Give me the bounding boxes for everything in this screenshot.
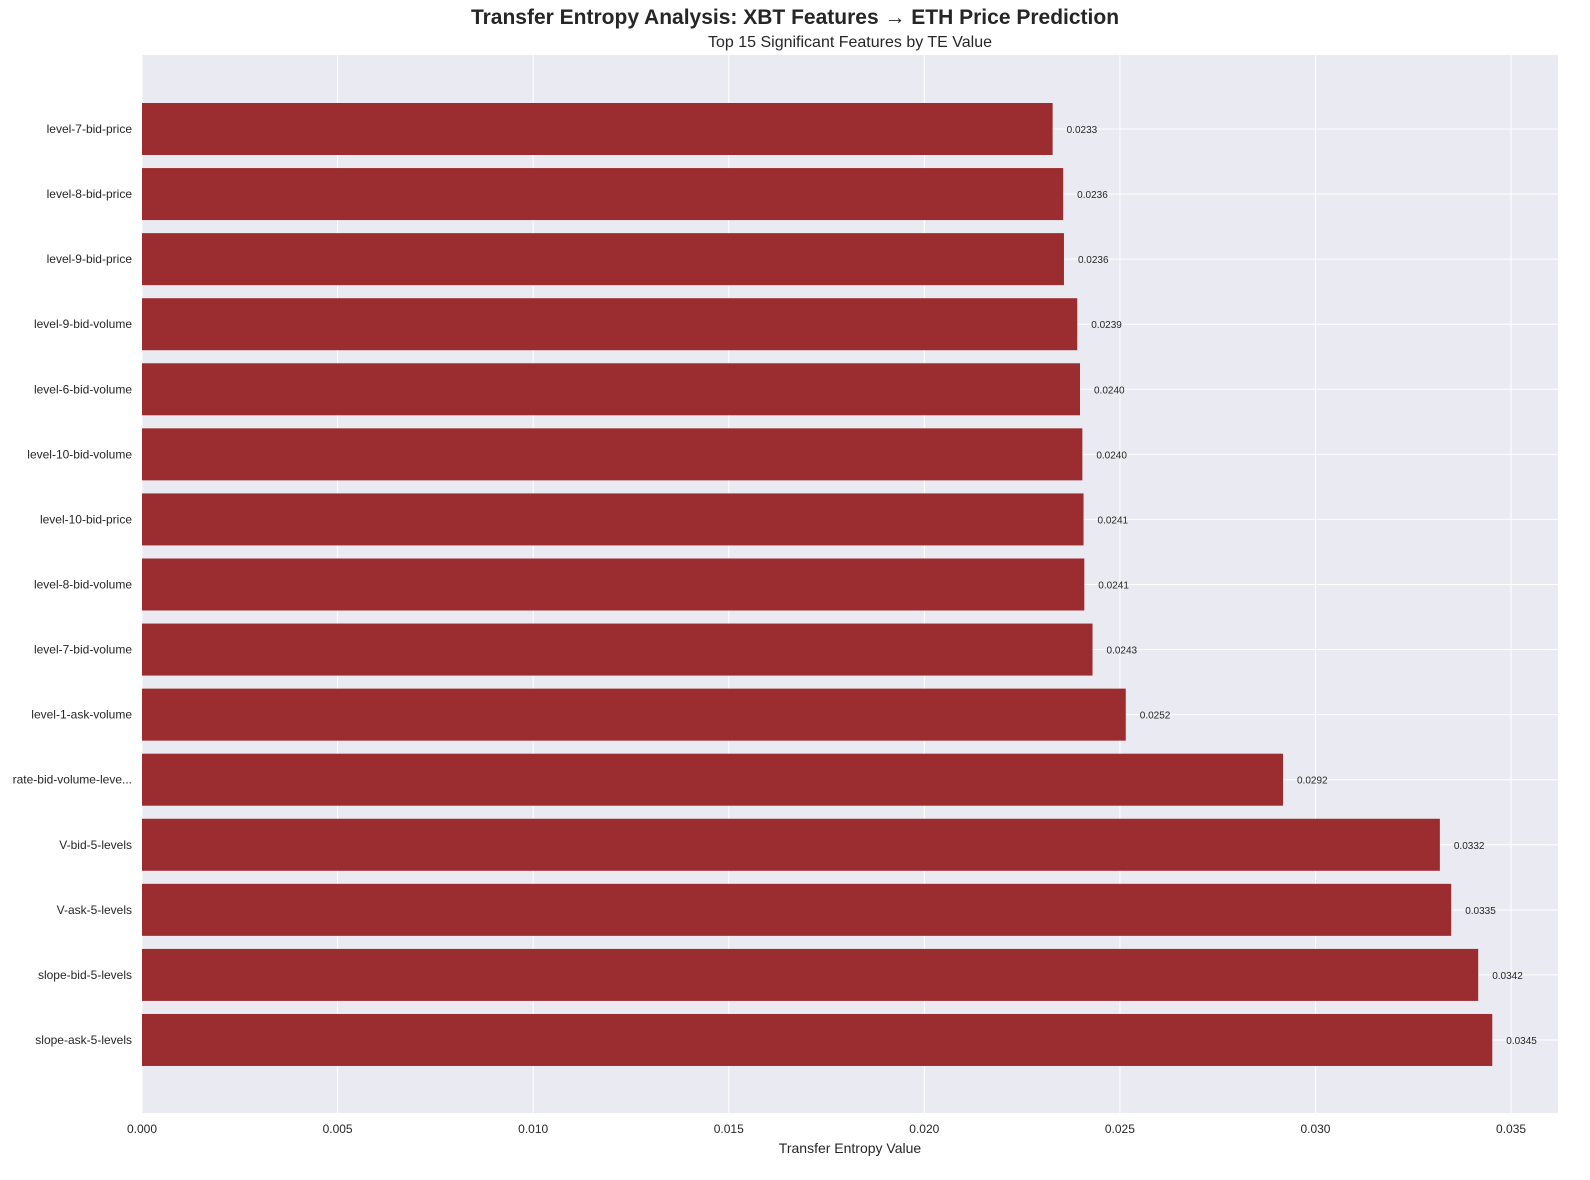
- bar-14: [142, 1013, 1493, 1066]
- x-tick-label-0: 0.000: [127, 1122, 157, 1136]
- value-label-3: 0.0239: [1091, 320, 1122, 331]
- y-tick-label-13: slope-bid-5-levels: [38, 968, 132, 982]
- bar-3: [142, 298, 1078, 351]
- y-tick-label-6: level-10-bid-price: [40, 512, 132, 526]
- value-label-9: 0.0252: [1140, 711, 1171, 722]
- value-label-12: 0.0335: [1465, 906, 1496, 917]
- y-tick-label-0: level-7-bid-price: [47, 122, 133, 136]
- y-tick-label-9: level-1-ask-volume: [31, 708, 132, 722]
- value-labels: 0.0233 0.0236 0.0236 0.0239 0.0240 0.0240 0.02…: [1067, 125, 1538, 1047]
- y-tick-label-14: slope-ask-5-levels: [35, 1033, 132, 1047]
- bar-1: [142, 168, 1064, 221]
- y-tick-label-3: level-9-bid-volume: [34, 317, 132, 331]
- x-tick-label-7: 0.035: [1496, 1122, 1526, 1136]
- y-tick-label-7: level-8-bid-volume: [34, 577, 132, 591]
- y-tick-label-4: level-6-bid-volume: [34, 382, 132, 396]
- x-tick-label-3: 0.015: [714, 1122, 744, 1136]
- value-label-13: 0.0342: [1492, 971, 1523, 982]
- bar-7: [142, 558, 1085, 611]
- x-tick-label-6: 0.030: [1300, 1122, 1330, 1136]
- y-tick-labels: level-7-bid-price level-8-bid-price level-…: [13, 122, 133, 1047]
- y-tick-label-8: level-7-bid-volume: [34, 643, 132, 657]
- bar-5: [142, 428, 1083, 481]
- value-label-7: 0.0241: [1098, 580, 1129, 591]
- bar-6: [142, 493, 1084, 546]
- bar-0: [142, 103, 1053, 155]
- value-label-10: 0.0292: [1297, 776, 1328, 787]
- x-tick-label-1: 0.005: [323, 1122, 353, 1136]
- y-tick-label-12: V-ask-5-levels: [57, 903, 132, 917]
- y-tick-label-10: rate-bid-volume-leve...: [13, 773, 132, 787]
- value-label-11: 0.0332: [1454, 841, 1485, 852]
- value-label-4: 0.0240: [1094, 385, 1125, 396]
- x-tick-label-2: 0.010: [518, 1122, 548, 1136]
- bar-13: [142, 948, 1479, 1001]
- y-tick-label-2: level-9-bid-price: [47, 252, 133, 266]
- value-label-1: 0.0236: [1077, 190, 1108, 201]
- bar-10: [142, 753, 1284, 806]
- bar-4: [142, 363, 1081, 416]
- value-label-8: 0.0243: [1107, 646, 1138, 657]
- chart-subtitle: Top 15 Significant Features by TE Value: [707, 34, 992, 51]
- bar-12: [142, 883, 1452, 936]
- value-label-2: 0.0236: [1078, 255, 1109, 266]
- bar-2: [142, 233, 1064, 286]
- bar-8: [142, 623, 1093, 676]
- x-tick-label-4: 0.020: [909, 1122, 939, 1136]
- value-label-6: 0.0241: [1098, 515, 1129, 526]
- y-tick-label-11: V-bid-5-levels: [59, 838, 132, 852]
- value-label-14: 0.0345: [1506, 1036, 1537, 1047]
- y-tick-label-1: level-8-bid-price: [47, 187, 133, 201]
- value-label-5: 0.0240: [1096, 450, 1127, 461]
- x-axis-label: Transfer Entropy Value: [779, 1140, 922, 1156]
- y-tick-label-5: level-10-bid-volume: [27, 447, 132, 461]
- x-tick-label-5: 0.025: [1105, 1122, 1135, 1136]
- bar-11: [142, 818, 1440, 871]
- bar-9: [142, 688, 1126, 741]
- value-label-0: 0.0233: [1067, 125, 1098, 136]
- x-tick-labels: 0.000 0.005 0.010 0.015 0.020 0.025 0.030 0.035: [127, 1122, 1526, 1136]
- bars: [142, 103, 1493, 1066]
- chart-title: Transfer Entropy Analysis: XBT Features …: [470, 6, 1120, 29]
